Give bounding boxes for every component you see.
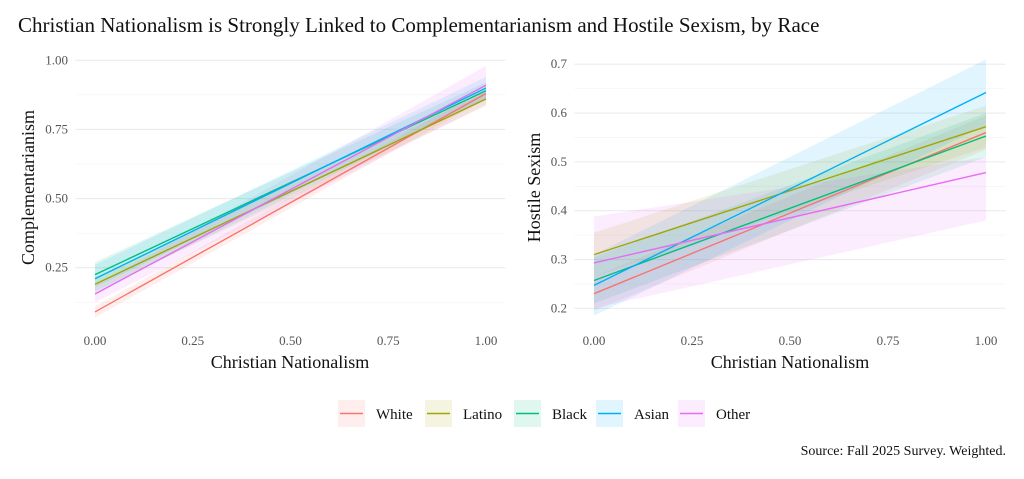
y-tick-label: 1.00 [45, 52, 68, 67]
x-tick-label: 0.25 [681, 333, 704, 348]
x-tick-label: 0.50 [279, 333, 302, 348]
series-line-other [94, 84, 487, 295]
legend-label: Latino [463, 407, 502, 423]
panel-2: 0.2 0.3 0.4 0.5 0.6 0.7 0.00 0.25 0.50 0.75 1.00 Ch… [524, 56, 1006, 372]
chart-title: Christian Nationalism is Strongly Linked… [18, 13, 820, 37]
y-tick-label: 0.5 [551, 154, 567, 169]
y-axis-label: Complementarianism [18, 110, 38, 265]
y-tick-label: 0.75 [45, 121, 68, 136]
series-line-asian [593, 91, 987, 287]
x-tick-label: 0.25 [181, 333, 204, 348]
y-tick-label: 0.25 [45, 260, 68, 275]
series-line-black [593, 135, 987, 282]
legend: White Latino Black Asian Other [338, 400, 750, 427]
legend-label: White [376, 407, 413, 423]
x-tick-label: 0.00 [84, 333, 107, 348]
ci-ribbon-black [95, 82, 486, 288]
y-tick-label: 0.6 [551, 105, 568, 120]
source-note: Source: Fall 2025 Survey. Weighted. [800, 444, 1006, 459]
x-tick-label: 0.50 [779, 333, 802, 348]
legend-item-black: Black [514, 400, 587, 427]
legend-label: Asian [634, 407, 669, 423]
legend-item-latino: Latino [425, 400, 502, 427]
y-tick-label: 0.3 [551, 252, 567, 267]
y-tick-label: 0.7 [551, 56, 568, 71]
legend-item-other: Other [678, 400, 750, 427]
y-tick-label: 0.50 [45, 191, 68, 206]
x-tick-label: 0.75 [877, 333, 900, 348]
ci-ribbon-asian [594, 59, 986, 316]
series-line-other [593, 171, 987, 264]
y-tick-label: 0.4 [551, 203, 568, 218]
panel-1: 0.25 0.50 0.75 1.00 0.00 0.25 0.50 0.75 1.00 Chri… [18, 52, 506, 372]
legend-item-asian: Asian [596, 400, 669, 427]
series-line-latino [593, 126, 987, 256]
legend-label: Black [552, 407, 587, 423]
x-axis-label: Christian Nationalism [211, 352, 369, 372]
legend-label: Other [716, 407, 750, 423]
legend-item-white: White [338, 400, 413, 427]
x-axis-label: Christian Nationalism [711, 352, 869, 372]
x-tick-label: 1.00 [475, 333, 498, 348]
series-line-latino [94, 98, 487, 285]
x-tick-label: 0.75 [377, 333, 400, 348]
y-tick-label: 0.2 [551, 300, 567, 315]
y-axis-label: Hostile Sexism [524, 133, 544, 243]
x-tick-label: 0.00 [583, 333, 606, 348]
x-tick-label: 1.00 [975, 333, 998, 348]
